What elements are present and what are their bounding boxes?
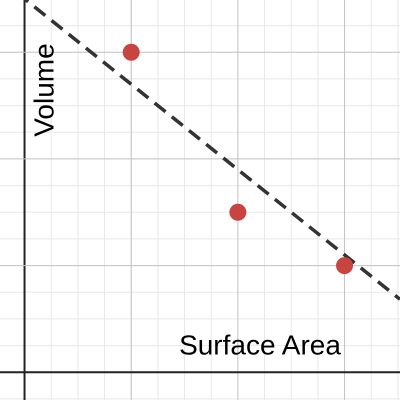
data-point	[336, 257, 354, 275]
data-point	[229, 203, 247, 221]
data-point	[122, 43, 140, 61]
y-axis-label: Volume	[28, 43, 59, 136]
trend-line	[23, 0, 400, 301]
marks	[23, 0, 400, 301]
x-axis-label: Surface Area	[179, 329, 341, 360]
